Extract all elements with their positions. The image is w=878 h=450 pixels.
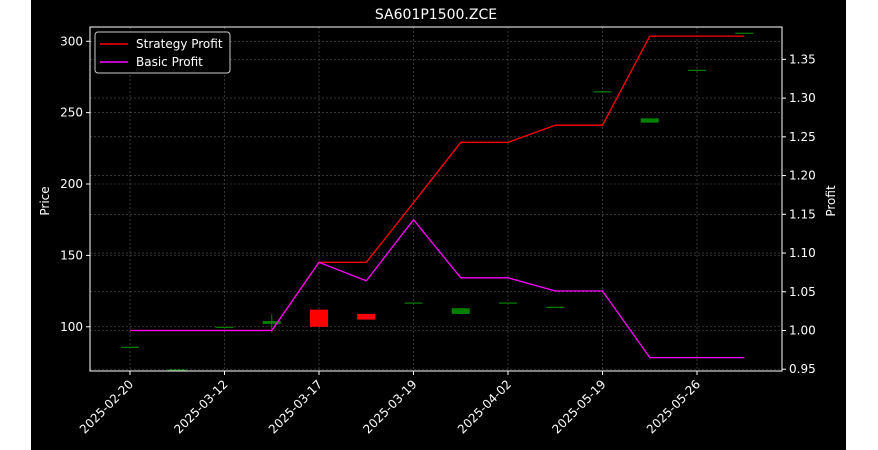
chart-title: SA601P1500.ZCE — [375, 7, 497, 23]
legend-basic-label: Basic Profit — [136, 55, 203, 69]
right-axis-label: Profit — [824, 185, 838, 217]
candle-body — [168, 369, 187, 371]
right-tick-label: 1.10 — [789, 246, 816, 260]
candle-body — [499, 302, 517, 304]
legend-box — [94, 31, 231, 74]
plot-frame — [89, 26, 783, 372]
legend-strategy-label: Strategy Profit — [136, 37, 223, 51]
candle-body — [404, 302, 423, 304]
candle-body — [215, 326, 234, 328]
right-tick-label: 1.25 — [789, 130, 816, 144]
right-tick-label: 1.30 — [789, 91, 816, 105]
right-tick-label: 0.95 — [789, 362, 816, 376]
left-tick-label: 100 — [60, 320, 83, 334]
legend: Strategy Profit Basic Profit — [94, 31, 231, 74]
left-axis: 100 150 200 250 300 — [60, 34, 90, 334]
candle-body — [262, 321, 281, 324]
right-axis: 0.95 1.00 1.05 1.10 1.15 1.20 1.25 1.30 1.35 — [782, 52, 816, 376]
right-tick-label: 1.35 — [789, 52, 816, 66]
left-tick-label: 200 — [60, 177, 83, 191]
figure-background — [31, 0, 846, 450]
right-tick-label: 1.00 — [789, 323, 816, 337]
candle-body — [735, 32, 754, 34]
candle-body — [121, 346, 139, 348]
candle-body — [357, 313, 376, 320]
candle-body — [593, 91, 612, 93]
left-tick-label: 300 — [60, 34, 83, 48]
candlesticks — [121, 32, 754, 371]
candle-body — [451, 308, 470, 314]
candle-body — [640, 118, 659, 123]
profit-lines — [130, 35, 745, 359]
left-tick-label: 150 — [60, 248, 83, 262]
right-tick-label: 1.20 — [789, 169, 816, 183]
left-tick-label: 250 — [60, 106, 83, 120]
grid-lines — [90, 27, 782, 371]
candle-body — [688, 69, 706, 72]
left-axis-label: Price — [38, 186, 52, 215]
candle-body — [310, 309, 328, 327]
right-tick-label: 1.05 — [789, 285, 816, 299]
right-tick-label: 1.15 — [789, 207, 816, 221]
candle-body — [546, 306, 565, 308]
basic-profit-line — [130, 218, 745, 359]
